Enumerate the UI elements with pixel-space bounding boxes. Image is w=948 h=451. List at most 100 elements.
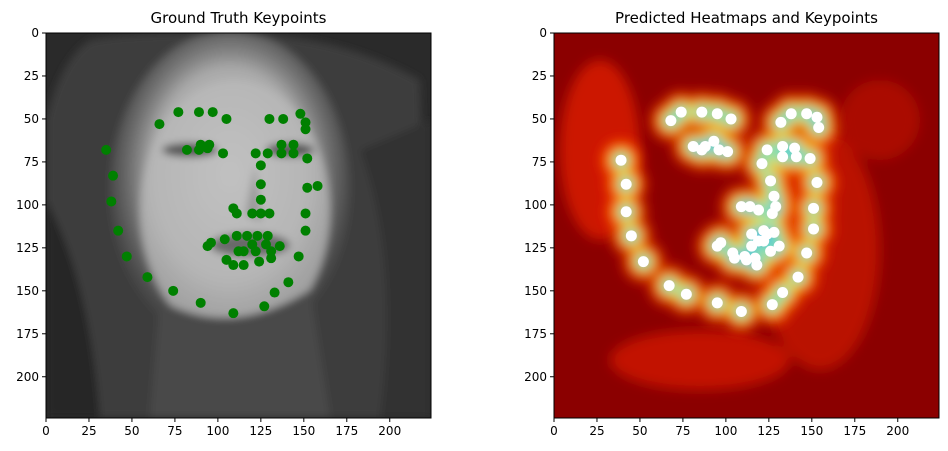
x-tick-label: 75 [167, 424, 182, 438]
y-tick-label: 0 [539, 26, 547, 40]
axis-ticks-right: 0 25 50 75 100 125 150 175 200 0 25 50 75 100 125 150 17… [524, 26, 909, 438]
keypoint-marker [735, 201, 747, 213]
keypoint-marker [715, 237, 727, 249]
keypoint-marker [804, 152, 816, 164]
heatmap-image [554, 33, 939, 418]
keypoint-marker [113, 225, 124, 236]
keypoint-marker [722, 146, 734, 158]
y-tick-label: 50 [24, 112, 39, 126]
keypoint-marker [204, 139, 215, 150]
keypoint-marker [288, 148, 299, 159]
keypoint-marker [261, 239, 271, 250]
keypoint-marker [744, 201, 756, 213]
y-tick-label: 200 [524, 370, 547, 384]
x-tick-label: 50 [632, 424, 647, 438]
keypoint-marker [711, 297, 723, 309]
keypoint-marker [242, 230, 253, 241]
axes-frame-left [45, 32, 432, 419]
keypoint-marker [221, 113, 232, 124]
keypoint-marker [231, 230, 242, 241]
keypoint-marker [266, 246, 277, 257]
keypoint-marker [696, 106, 708, 118]
y-tick-label: 0 [31, 26, 39, 40]
keypoint-marker [266, 253, 277, 264]
x-tick-label: 175 [843, 424, 866, 438]
keypoint-marker [751, 259, 763, 271]
keypoint-marker [255, 208, 266, 219]
keypoint-marker [264, 208, 275, 219]
keypoint-marker [746, 228, 758, 240]
keypoint-marker [680, 288, 692, 300]
keypoint-marker [790, 151, 802, 163]
keypoint-marker [228, 308, 239, 319]
keypoint-marker [231, 208, 242, 219]
keypoint-marker [247, 239, 258, 250]
keypoint-marker [228, 260, 239, 271]
keypoint-marker [756, 158, 768, 170]
keypoint-marker [768, 226, 780, 238]
x-tick-label: 150 [800, 424, 823, 438]
keypoint-marker [207, 107, 218, 118]
y-tick-label: 100 [16, 198, 39, 212]
keypoint-marker [687, 140, 699, 152]
keypoint-marker [811, 111, 823, 123]
keypoint-marker [302, 182, 313, 193]
axes-frame-right [553, 32, 940, 419]
keypoint-marker [663, 280, 675, 292]
keypoint-marker [300, 208, 311, 219]
keypoint-marker [808, 202, 820, 214]
keypoint-marker [255, 194, 266, 205]
keypoint-marker [173, 107, 184, 118]
y-tick-label: 125 [16, 241, 39, 255]
keypoint-marker [312, 180, 323, 191]
keypoint-marker [278, 113, 289, 124]
keypoints-ground-truth [101, 107, 323, 319]
keypoint-marker [121, 251, 132, 262]
keypoint-marker [801, 247, 813, 259]
keypoint-marker [765, 175, 777, 187]
keypoint-marker [789, 142, 801, 154]
keypoint-marker [758, 235, 770, 247]
keypoint-marker [761, 144, 773, 156]
keypoint-marker [255, 179, 266, 190]
panel-ground-truth: Ground Truth Keypoints 0 25 50 75 100 125 150 1… [16, 9, 432, 438]
y-tick-label: 75 [24, 155, 39, 169]
keypoint-marker [193, 107, 204, 118]
x-tick-label: 50 [124, 424, 139, 438]
x-tick-label: 100 [714, 424, 737, 438]
keypoint-marker [300, 124, 311, 135]
x-tick-label: 200 [378, 424, 401, 438]
y-tick-label: 200 [16, 370, 39, 384]
keypoint-marker [753, 204, 765, 216]
keypoint-marker [142, 272, 153, 283]
keypoint-marker [777, 140, 789, 152]
x-tick-label: 25 [589, 424, 604, 438]
keypoint-marker [274, 241, 285, 252]
keypoint-marker [302, 153, 313, 164]
keypoint-marker [259, 301, 270, 312]
keypoint-marker [775, 116, 787, 128]
keypoint-marker [218, 148, 229, 159]
y-tick-label: 150 [16, 284, 39, 298]
keypoint-marker [221, 254, 232, 265]
x-tick-label: 25 [81, 424, 96, 438]
keypoint-marker [711, 108, 723, 120]
keypoint-marker [785, 108, 797, 120]
keypoint-marker [801, 108, 813, 120]
keypoint-marker [219, 234, 230, 245]
keypoint-marker [808, 223, 820, 235]
keypoint-marker [766, 207, 778, 219]
axis-ticks-left: 0 25 50 75 100 125 150 175 200 0 25 50 75 100 125 150 17… [16, 26, 401, 438]
keypoint-marker [811, 177, 823, 189]
keypoint-marker [699, 140, 711, 152]
x-tick-label: 100 [206, 424, 229, 438]
keypoint-marker [665, 115, 677, 127]
keypoint-marker [181, 144, 192, 155]
keypoint-marker [238, 260, 249, 271]
keypoint-marker [101, 144, 112, 155]
y-tick-label: 100 [524, 198, 547, 212]
keypoint-marker [625, 230, 637, 242]
x-tick-label: 200 [886, 424, 909, 438]
keypoint-marker [777, 151, 789, 163]
